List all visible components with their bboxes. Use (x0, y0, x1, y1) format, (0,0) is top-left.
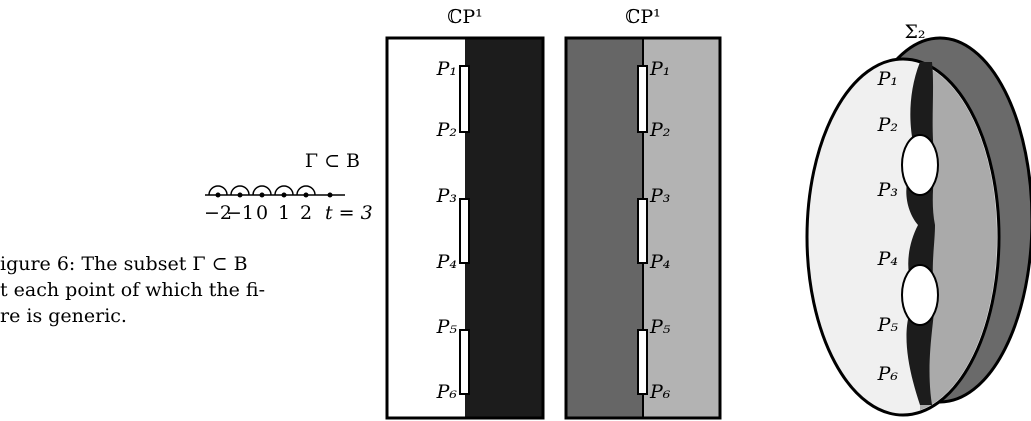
branch-point-label: P₁ (877, 68, 898, 90)
gamma-diagram: Γ ⊂ B (205, 150, 360, 196)
slit (637, 65, 648, 133)
point-loop (252, 185, 272, 196)
slit (459, 65, 470, 133)
caption-line: igure 6: The subset Γ ⊂ B (0, 253, 248, 275)
branch-point-label: P₅ (877, 314, 899, 336)
point-loop (208, 185, 228, 196)
branch-point-label: P₅ (436, 316, 458, 338)
slit (637, 198, 648, 264)
point-dot (281, 192, 287, 198)
surface-title: Σ₂ (904, 21, 925, 43)
branch-point-label: P₂ (649, 119, 670, 141)
sheet-half (566, 38, 643, 418)
caption-line: t each point of which the fi- (0, 279, 265, 301)
sheet-half (387, 38, 465, 418)
hole (901, 134, 939, 196)
branch-point-label: P₆ (436, 381, 458, 403)
slit (637, 329, 648, 395)
surface-shade (920, 63, 997, 411)
panel-title: ℂP¹ (625, 6, 661, 28)
gamma-label: Γ ⊂ B (305, 150, 360, 172)
point-dot (237, 192, 243, 198)
sheet-border (564, 36, 722, 420)
point-label: 0 (256, 202, 268, 224)
panel (385, 36, 545, 420)
point-loop (274, 185, 294, 196)
point-label: 1 (278, 202, 290, 224)
hole (901, 264, 939, 326)
branch-point-label: P₆ (877, 363, 899, 385)
branch-point-label: P₅ (649, 316, 671, 338)
branch-point-label: P₁ (649, 58, 670, 80)
branch-point-label: P₃ (649, 185, 670, 207)
point-label: −2 (204, 202, 232, 224)
point-loop (230, 185, 250, 196)
point-dot (259, 192, 265, 198)
sheet-half (643, 38, 720, 418)
sheet-border (385, 36, 545, 420)
point-dot (327, 192, 333, 198)
panel (564, 36, 722, 420)
point-dot (303, 192, 309, 198)
point-label: 2 (300, 202, 312, 224)
surface (805, 36, 1031, 417)
caption-line: re is generic. (0, 305, 127, 327)
branch-point-label: P₄ (649, 251, 670, 273)
sheet-half (465, 38, 543, 418)
point-label: −1 (226, 202, 254, 224)
branch-point-label: P₃ (436, 185, 457, 207)
branch-point-label: P₂ (877, 114, 898, 136)
branch-point-label: P₁ (436, 58, 457, 80)
slit (459, 329, 470, 395)
point-label: t = 3 (325, 202, 373, 224)
branch-point-label: P₆ (649, 381, 671, 403)
panel-title: ℂP¹ (447, 6, 483, 28)
branch-point-label: P₄ (877, 248, 898, 270)
branch-point-label: P₂ (436, 119, 457, 141)
branch-point-label: P₃ (877, 179, 898, 201)
slit (459, 198, 470, 264)
point-dot (215, 192, 221, 198)
point-loop (296, 185, 316, 196)
branch-point-label: P₄ (436, 251, 457, 273)
